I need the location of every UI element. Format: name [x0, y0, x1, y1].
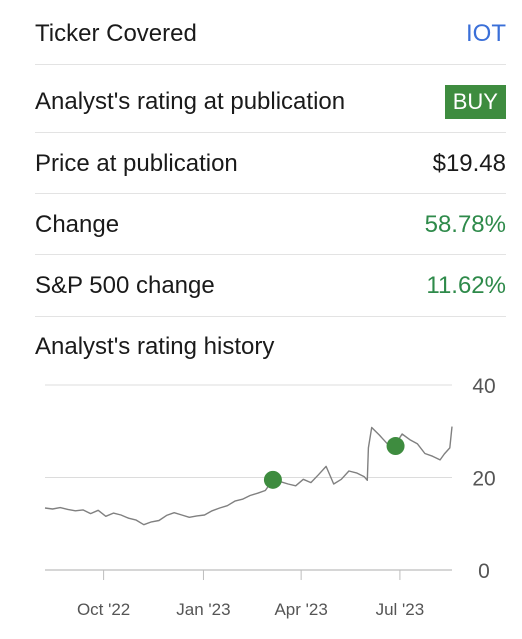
- change-label: Change: [35, 211, 120, 238]
- y-tick-label: 40: [472, 375, 495, 398]
- row-divider: [35, 316, 506, 317]
- chart-y-ticks: 0 20 40: [472, 375, 495, 583]
- rating-badge: BUY: [444, 85, 506, 119]
- y-tick-label: 20: [472, 468, 495, 491]
- change-row: Change 58.78%: [35, 211, 506, 239]
- ticker-covered-label: Ticker Covered: [35, 20, 197, 47]
- sp500-change-label: S&P 500 change: [35, 272, 215, 299]
- sp500-change-row: S&P 500 change 11.62%: [35, 272, 506, 300]
- row-divider: [35, 193, 506, 194]
- rating-marker[interactable]: [263, 470, 282, 489]
- chart-x-ticks: Oct '22 Jan '23 Apr '23 Jul '23: [77, 570, 424, 619]
- row-divider: [35, 254, 506, 255]
- row-divider: [35, 64, 506, 65]
- rating-history-title: Analyst's rating history: [35, 333, 275, 360]
- rating-at-publication-label: Analyst's rating at publication: [35, 88, 346, 115]
- x-tick-label: Jul '23: [376, 600, 425, 619]
- ticker-link[interactable]: IOT: [466, 20, 506, 47]
- y-tick-label: 0: [478, 560, 490, 583]
- x-tick-label: Oct '22: [77, 600, 130, 619]
- chart-gridlines: [45, 384, 452, 571]
- ticker-covered-row: Ticker Covered IOT: [35, 20, 506, 48]
- x-tick-label: Apr '23: [274, 600, 327, 619]
- rating-at-publication-row: Analyst's rating at publication BUY: [35, 85, 506, 119]
- sp500-change-value: 11.62%: [426, 272, 506, 299]
- price-at-publication-label: Price at publication: [35, 150, 238, 177]
- x-tick-label: Jan '23: [176, 600, 230, 619]
- price-at-publication-row: Price at publication $19.48: [35, 150, 506, 178]
- price-at-publication-value: $19.48: [432, 150, 506, 177]
- rating-marker[interactable]: [386, 437, 405, 456]
- rating-history-chart: 0 20 40 Oct '22 Jan '23 Apr '23 Jul '23: [44, 375, 496, 619]
- row-divider: [35, 132, 506, 133]
- chart-rating-markers: [263, 437, 405, 489]
- change-value: 58.78%: [424, 211, 506, 238]
